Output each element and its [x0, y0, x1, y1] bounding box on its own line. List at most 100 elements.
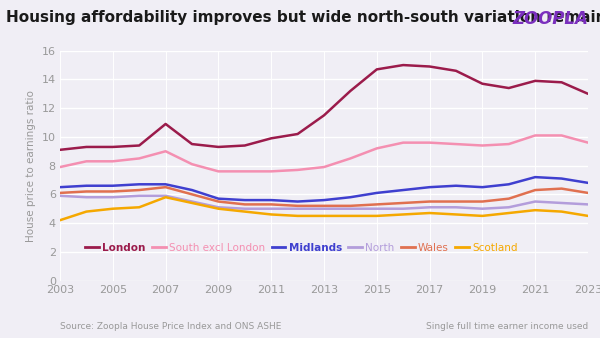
North	[109, 195, 116, 199]
Scotland	[162, 195, 169, 199]
North	[136, 194, 143, 198]
Line: Scotland: Scotland	[60, 197, 588, 220]
South excl London	[584, 141, 592, 145]
North	[188, 199, 196, 203]
Midlands	[400, 188, 407, 192]
Scotland	[109, 207, 116, 211]
Wales	[56, 191, 64, 195]
Wales	[479, 199, 486, 203]
Midlands	[215, 197, 222, 201]
South excl London	[400, 141, 407, 145]
Midlands	[268, 198, 275, 202]
Midlands	[56, 185, 64, 189]
South excl London	[241, 169, 248, 173]
London	[505, 86, 512, 90]
Line: Wales: Wales	[60, 187, 588, 206]
London	[241, 143, 248, 147]
Scotland	[268, 213, 275, 217]
Scotland	[136, 205, 143, 209]
London	[347, 89, 354, 93]
North	[215, 205, 222, 209]
Scotland	[373, 214, 380, 218]
North	[347, 207, 354, 211]
North	[373, 207, 380, 211]
Wales	[558, 187, 565, 191]
London	[136, 143, 143, 147]
Midlands	[532, 175, 539, 179]
Scotland	[584, 214, 592, 218]
North	[505, 205, 512, 209]
Midlands	[109, 184, 116, 188]
Legend: London, South excl London, Midlands, North, Wales, Scotland: London, South excl London, Midlands, Nor…	[81, 239, 522, 257]
North	[584, 202, 592, 207]
North	[558, 201, 565, 205]
North	[400, 207, 407, 211]
Line: North: North	[60, 196, 588, 209]
North	[268, 207, 275, 211]
South excl London	[347, 156, 354, 161]
Text: ZOOPLA: ZOOPLA	[512, 10, 588, 28]
North	[426, 205, 433, 209]
London	[532, 79, 539, 83]
Y-axis label: House price to earnings ratio: House price to earnings ratio	[26, 90, 36, 242]
Midlands	[452, 184, 460, 188]
London	[400, 63, 407, 67]
London	[83, 145, 90, 149]
South excl London	[558, 134, 565, 138]
Wales	[294, 204, 301, 208]
Scotland	[532, 208, 539, 212]
North	[162, 194, 169, 198]
London	[56, 148, 64, 152]
London	[268, 136, 275, 140]
London	[294, 132, 301, 136]
Midlands	[558, 176, 565, 180]
North	[479, 207, 486, 211]
South excl London	[426, 141, 433, 145]
London	[558, 80, 565, 84]
Scotland	[56, 218, 64, 222]
London	[162, 122, 169, 126]
Text: Single full time earner income used: Single full time earner income used	[426, 322, 588, 331]
London	[479, 82, 486, 86]
Scotland	[294, 214, 301, 218]
North	[320, 207, 328, 211]
Scotland	[505, 211, 512, 215]
Scotland	[320, 214, 328, 218]
Wales	[83, 189, 90, 193]
Midlands	[162, 182, 169, 186]
South excl London	[268, 169, 275, 173]
Scotland	[426, 211, 433, 215]
North	[83, 195, 90, 199]
London	[373, 67, 380, 71]
Line: London: London	[60, 65, 588, 150]
South excl London	[136, 156, 143, 161]
Scotland	[558, 210, 565, 214]
Wales	[241, 202, 248, 207]
London	[215, 145, 222, 149]
South excl London	[320, 165, 328, 169]
South excl London	[373, 146, 380, 150]
South excl London	[294, 168, 301, 172]
Wales	[400, 201, 407, 205]
Scotland	[479, 214, 486, 218]
Midlands	[584, 181, 592, 185]
London	[109, 145, 116, 149]
Midlands	[373, 191, 380, 195]
Midlands	[294, 199, 301, 203]
Scotland	[215, 207, 222, 211]
North	[532, 199, 539, 203]
London	[426, 65, 433, 69]
Scotland	[452, 213, 460, 217]
Wales	[268, 202, 275, 207]
South excl London	[109, 159, 116, 163]
Scotland	[241, 210, 248, 214]
North	[56, 194, 64, 198]
Scotland	[400, 213, 407, 217]
Scotland	[188, 201, 196, 205]
Wales	[136, 188, 143, 192]
Wales	[584, 191, 592, 195]
Line: Midlands: Midlands	[60, 177, 588, 201]
South excl London	[452, 142, 460, 146]
Midlands	[188, 188, 196, 192]
London	[452, 69, 460, 73]
